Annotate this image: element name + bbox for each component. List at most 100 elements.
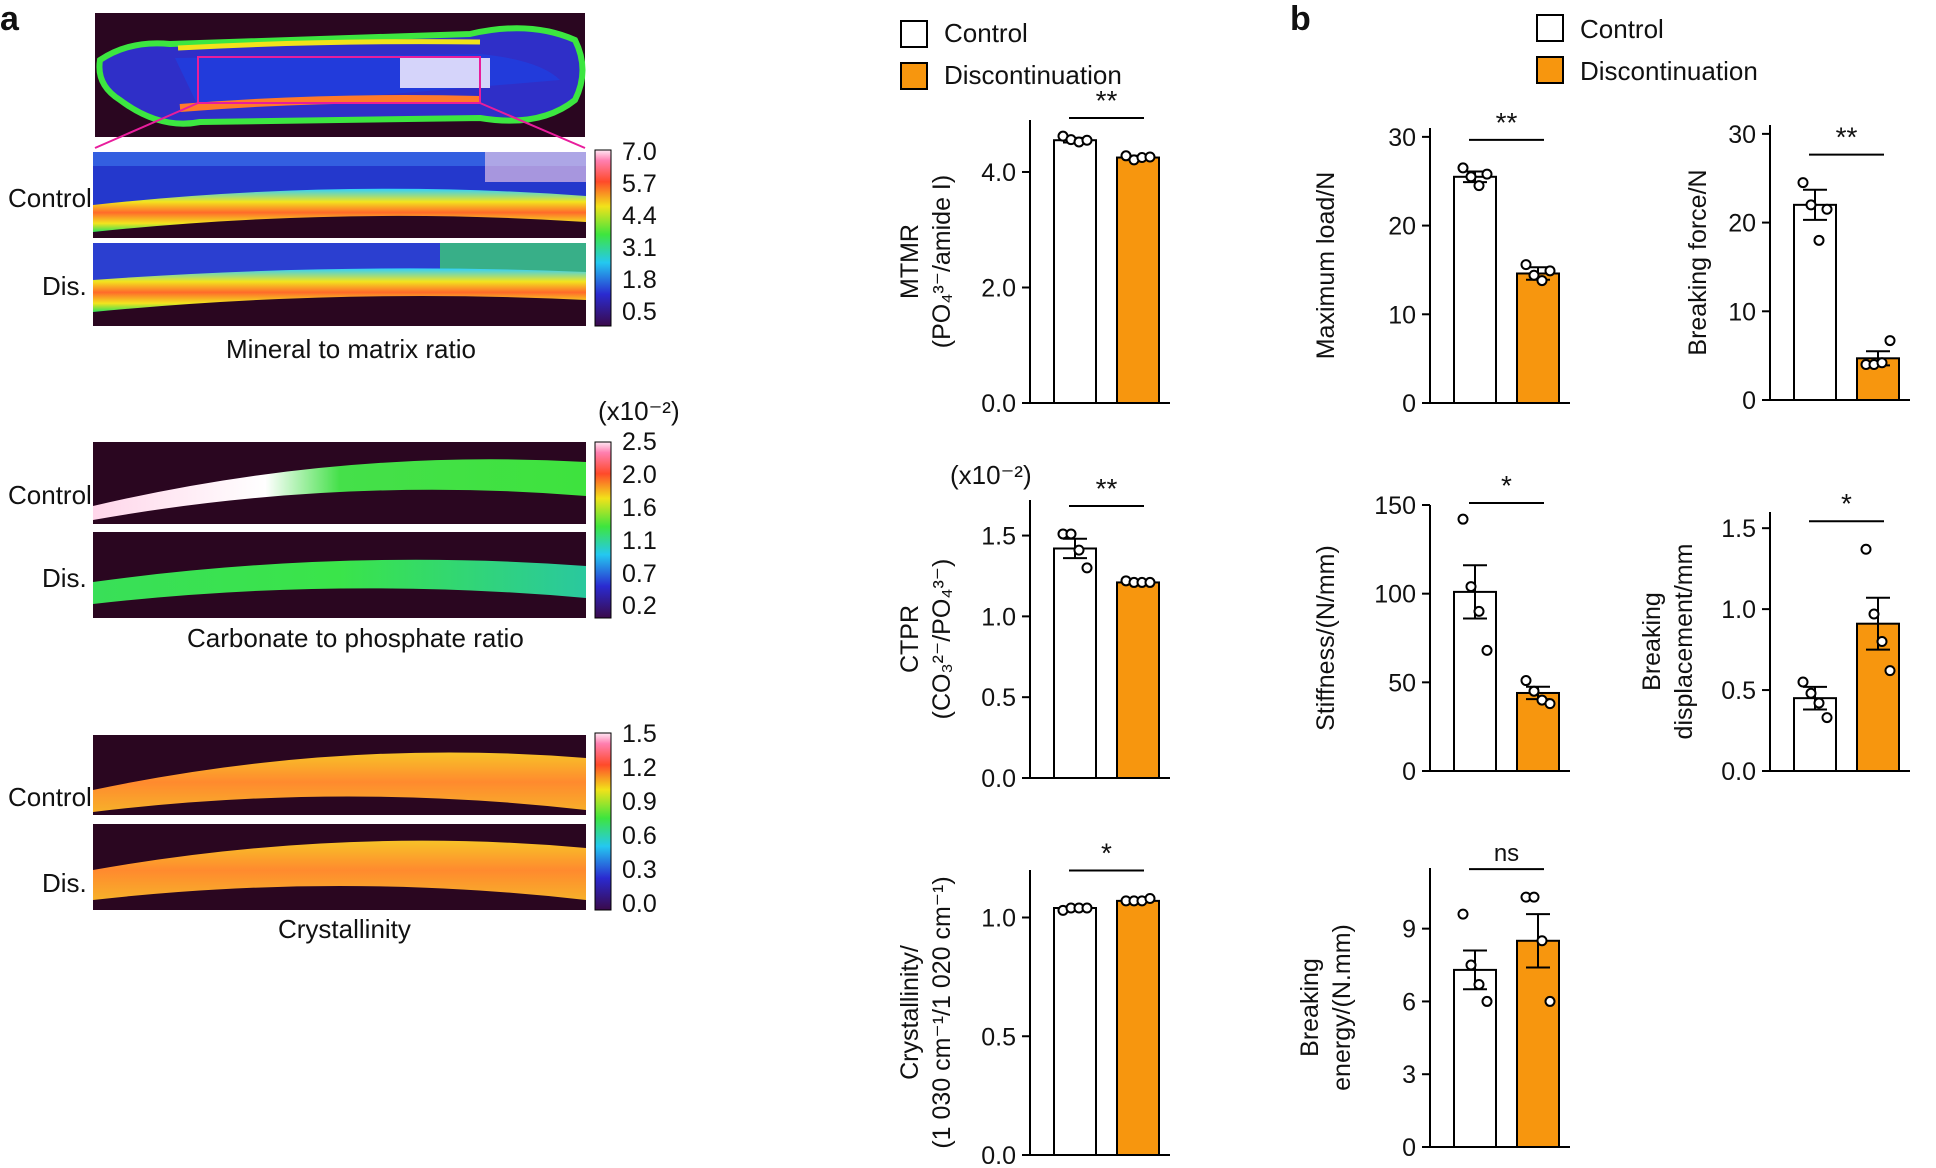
max-load-tick-label: 0	[1402, 390, 1416, 418]
overview-bone-map	[94, 13, 586, 149]
stiffness-significance-label: *	[1501, 470, 1512, 501]
max-load-tick-label: 20	[1388, 213, 1416, 241]
mtmr-cb-tick: 4.4	[622, 202, 657, 230]
stiffness-data-point	[1481, 644, 1493, 656]
breaking-displacement-data-point	[1860, 543, 1872, 555]
legend-label-control-b: Control	[1580, 14, 1664, 44]
cryst-dis-map	[93, 824, 586, 910]
cryst-caption: Crystallinity	[278, 914, 411, 944]
ctpr-cb-tick: 0.2	[622, 592, 657, 620]
raman-maps	[93, 13, 612, 911]
breaking-energy-tick-label: 9	[1402, 916, 1416, 944]
ctpr-data-point	[1081, 562, 1093, 574]
breaking-displacement-data-point	[1821, 712, 1833, 724]
legend-label-control: Control	[944, 18, 1028, 48]
breaking-force-data-point	[1813, 234, 1825, 246]
ctpr-colorbar	[594, 441, 612, 619]
breaking-energy-data-point	[1457, 908, 1469, 920]
ctpr-cb-tick: 2.0	[622, 461, 657, 489]
cryst-colorbar	[594, 732, 612, 911]
ctpr-data-point	[1073, 544, 1085, 556]
max-load-data-point	[1536, 275, 1548, 287]
cryst-row-dis: Dis.	[42, 868, 87, 898]
mtmr-dis-map	[93, 243, 586, 326]
max-load-tick-label: 30	[1388, 124, 1416, 152]
breaking-energy-bar-control	[1453, 968, 1497, 1148]
mtmr-tick-label: 4.0	[981, 159, 1016, 187]
ctpr-row-control: Control	[8, 480, 92, 510]
stiffness-data-point	[1473, 605, 1485, 617]
breaking-energy-y-label: Breaking	[1296, 958, 1324, 1057]
breaking-energy-bar-discontinuation	[1516, 939, 1560, 1148]
breaking-displacement-tick-label: 1.5	[1721, 515, 1756, 543]
breaking-displacement-y-label: displacement/mm	[1670, 544, 1698, 740]
ctpr-cb-tick: 0.7	[622, 560, 657, 588]
mtmr-colorbar	[594, 149, 612, 327]
cryst-cb-tick: 0.0	[622, 890, 657, 918]
breaking-energy-tick-label: 6	[1402, 988, 1416, 1016]
legend-swatch-discontinuation-b	[1536, 56, 1564, 84]
breaking-displacement-data-point	[1868, 608, 1880, 620]
stiffness-tick-label: 100	[1374, 581, 1416, 609]
legend-swatch-discontinuation	[900, 62, 928, 90]
breaking-energy-data-point	[1465, 959, 1477, 971]
mtmr-data-point	[1081, 134, 1093, 146]
max-load-bar-discontinuation	[1516, 272, 1560, 404]
breaking-displacement-tick-label: 0.0	[1721, 758, 1756, 786]
breaking-force-data-point	[1805, 199, 1817, 211]
ctpr-bar-discontinuation	[1116, 581, 1160, 779]
max-load-tick-label: 10	[1388, 301, 1416, 329]
breaking-energy-data-point	[1536, 935, 1548, 947]
breaking-force-tick-label: 20	[1728, 210, 1756, 238]
max-load-data-point	[1528, 269, 1540, 281]
ctpr-significance-label: **	[1096, 473, 1118, 504]
cryst-cb-tick: 1.5	[622, 720, 657, 748]
breaking-energy-data-point	[1481, 995, 1493, 1007]
breaking-displacement-data-point	[1805, 687, 1817, 699]
ctpr-y-label: (CO₃²⁻/PO₄³⁻)	[928, 559, 956, 720]
ctpr-tick-label: 0.5	[981, 684, 1016, 712]
ctpr-cb-tick: 1.6	[622, 494, 657, 522]
mtmr-y-label: (PO₄³⁻/amide I)	[928, 175, 956, 348]
cryst-y-label: (1 030 cm⁻¹/1 020 cm⁻¹)	[928, 876, 956, 1148]
cryst-significance-label: *	[1101, 838, 1112, 869]
breaking-displacement-tick-label: 1.0	[1721, 596, 1756, 624]
max-load-y-label: Maximum load/N	[1312, 172, 1340, 360]
breaking-force-data-point	[1797, 177, 1809, 189]
panel-letter-a: a	[0, 0, 19, 38]
mtmr-tick-label: 0.0	[981, 390, 1016, 418]
stiffness-tick-label: 0	[1402, 758, 1416, 786]
ctpr-y-label: CTPR	[896, 605, 924, 673]
breaking-displacement-data-point	[1884, 665, 1896, 677]
mtmr-bar-discontinuation	[1116, 156, 1160, 404]
stiffness-data-point	[1528, 685, 1540, 697]
ctpr-cb-tick: 1.1	[622, 527, 657, 555]
ctpr-tick-label: 1.0	[981, 603, 1016, 631]
breaking-force-tick-label: 10	[1728, 298, 1756, 326]
breaking-force-tick-label: 30	[1728, 121, 1756, 149]
cryst-cb-tick: 0.3	[622, 856, 657, 884]
mtmr-bar-control	[1053, 139, 1097, 404]
mtmr-data-point	[1144, 151, 1156, 163]
breaking-energy-data-point	[1544, 995, 1556, 1007]
breaking-energy-y-label: energy/(N.mm)	[1328, 924, 1356, 1091]
cryst-tick-label: 0.5	[981, 1023, 1016, 1051]
stiffness-tick-label: 50	[1388, 669, 1416, 697]
cryst-bar-discontinuation	[1116, 899, 1160, 1156]
breaking-displacement-tick-label: 0.5	[1721, 677, 1756, 705]
breaking-force-data-point	[1884, 335, 1896, 347]
mtmr-cb-tick: 5.7	[622, 170, 657, 198]
ctpr-caption: Carbonate to phosphate ratio	[187, 623, 524, 653]
ctpr-row-dis: Dis.	[42, 563, 87, 593]
cryst-row-control: Control	[8, 782, 92, 812]
stiffness-data-point	[1457, 513, 1469, 525]
stiffness-bar-control	[1453, 590, 1497, 772]
mtmr-control-map	[93, 152, 586, 238]
breaking-displacement-y-label: Breaking	[1638, 592, 1666, 691]
legend-label-discontinuation: Discontinuation	[944, 60, 1122, 90]
cryst-cb-tick: 1.2	[622, 754, 657, 782]
stiffness-data-point	[1544, 698, 1556, 710]
breaking-energy-tick-label: 0	[1402, 1134, 1416, 1162]
mtmr-significance-label: **	[1096, 85, 1118, 116]
